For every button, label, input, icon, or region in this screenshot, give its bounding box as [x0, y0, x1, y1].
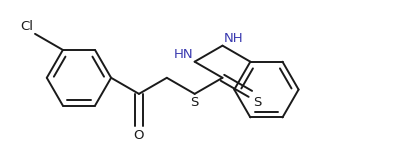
Text: NH: NH [224, 32, 243, 45]
Text: HN: HN [174, 48, 193, 61]
Text: Cl: Cl [20, 20, 33, 33]
Text: S: S [191, 96, 199, 109]
Text: S: S [254, 96, 262, 109]
Text: O: O [134, 129, 144, 142]
